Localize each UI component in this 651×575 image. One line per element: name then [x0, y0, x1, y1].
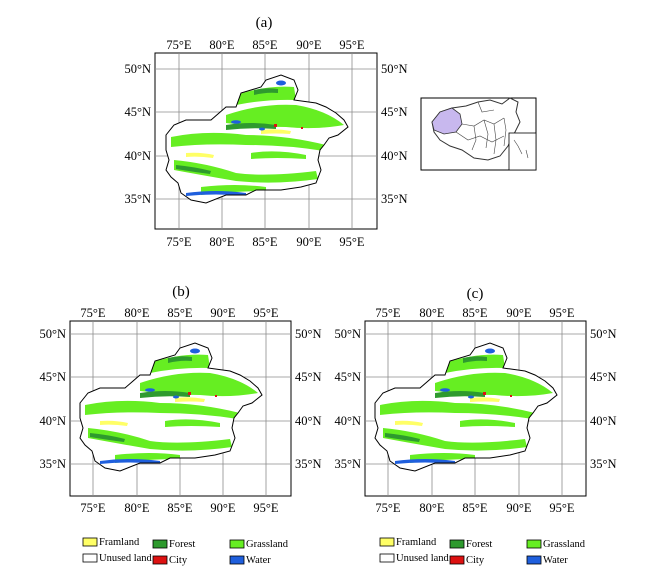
panel-b-lon-tick-top: 75°E: [80, 306, 105, 320]
panel-a-lat-tick-right: 40°N: [381, 149, 408, 163]
panel-c-lat-tick-left: 50°N: [334, 327, 361, 341]
legend-label-farmland: Framland: [99, 537, 140, 548]
panel-c-lon-tick-top: 80°E: [419, 306, 444, 320]
legend-label-forest: Forest: [466, 539, 492, 550]
panel-a: (a) 75°E 80°E 85°E 90°E 95°E 75°E 80°E: [124, 15, 537, 249]
legend-swatch-grassland: [229, 539, 245, 549]
panel-a-lat-tick-right: 50°N: [381, 62, 408, 76]
panel-c-lat-tick-left: 45°N: [334, 370, 361, 384]
panel-c: (c) 75°E 80°E 85°E 90°E 95°E 75°E 80°E: [334, 286, 616, 515]
panel-b-lat-tick-right: 40°N: [295, 414, 322, 428]
panel-c-lat-tick-left: 40°N: [334, 414, 361, 428]
legend-label-forest: Forest: [169, 539, 195, 550]
panel-c-lon-tick-bottom: 75°E: [375, 501, 400, 515]
panel-b-lon-tick-top: 90°E: [210, 306, 235, 320]
panel-b-lon-tick-top: 80°E: [124, 306, 149, 320]
panel-b-lat-tick-right: 45°N: [295, 370, 322, 384]
legend-label-city: City: [466, 555, 485, 566]
panel-c-lon-tick-top: 95°E: [549, 306, 574, 320]
panel-b-lat-tick-right: 50°N: [295, 327, 322, 341]
legend-label-farmland: Framland: [396, 537, 437, 548]
legend-swatch-city: [449, 555, 465, 565]
panel-b: (b) 75°E 80°E 85°E 90°E 95°E 75°E 80°E: [39, 284, 321, 515]
legend-label-city: City: [169, 555, 188, 566]
legend-swatch-forest: [152, 539, 168, 549]
south-china-sea-inset: [508, 132, 537, 171]
panel-b-lat-tick-left: 40°N: [39, 414, 66, 428]
legend-swatch-grassland: [526, 539, 542, 549]
panel-a-lon-tick-top: 80°E: [209, 38, 234, 52]
panel-c-lat-tick-right: 40°N: [590, 414, 617, 428]
panel-a-label: (a): [256, 15, 273, 31]
panel-a-lat-tick-left: 45°N: [124, 105, 151, 119]
legend-c: Framland Forest Grassland Unused land Ci…: [379, 537, 586, 566]
panel-a-lat-tick-right: 45°N: [381, 105, 408, 119]
legend-label-grassland: Grassland: [246, 539, 289, 550]
panel-b-lon-tick-bottom: 80°E: [124, 501, 149, 515]
panel-c-lat-tick-right: 35°N: [590, 457, 617, 471]
panel-c-lon-tick-bottom: 85°E: [462, 501, 487, 515]
legend-b: Framland Forest Grassland Unused land Ci…: [82, 537, 289, 566]
legend-swatch-unused-land: [82, 553, 98, 563]
legend-swatch-forest: [449, 539, 465, 549]
panel-c-lat-tick-right: 50°N: [590, 327, 617, 341]
panel-c-lon-tick-top: 75°E: [375, 306, 400, 320]
panel-c-lon-tick-bottom: 80°E: [419, 501, 444, 515]
panel-b-lon-tick-top: 95°E: [253, 306, 278, 320]
panel-c-lon-tick-bottom: 95°E: [549, 501, 574, 515]
panel-a-lat-tick-right: 35°N: [381, 192, 408, 206]
panel-a-lon-tick-top: 85°E: [252, 38, 277, 52]
panel-a-lon-tick-top: 75°E: [166, 38, 191, 52]
panel-a-lon-tick-bottom: 75°E: [166, 235, 191, 249]
panel-b-lon-tick-top: 85°E: [167, 306, 192, 320]
panel-a-lat-tick-left: 40°N: [124, 149, 151, 163]
panel-b-lat-tick-left: 50°N: [39, 327, 66, 341]
legend-swatch-water: [229, 555, 245, 565]
panel-a-lon-tick-top: 95°E: [339, 38, 364, 52]
panel-a-lon-tick-bottom: 90°E: [296, 235, 321, 249]
panel-b-lon-tick-bottom: 85°E: [167, 501, 192, 515]
panel-a-lat-tick-left: 35°N: [124, 192, 151, 206]
legend-swatch-farmland: [379, 537, 395, 547]
panel-c-lat-tick-left: 35°N: [334, 457, 361, 471]
panel-a-lon-tick-top: 90°E: [296, 38, 321, 52]
legend-label-water: Water: [543, 555, 568, 566]
legend-label-water: Water: [246, 555, 271, 566]
panel-b-lat-tick-left: 35°N: [39, 457, 66, 471]
legend-label-unused-land: Unused land: [396, 553, 450, 564]
legend-swatch-unused-land: [379, 553, 395, 563]
panel-a-lon-tick-bottom: 85°E: [252, 235, 277, 249]
panel-b-lon-tick-bottom: 95°E: [253, 501, 278, 515]
panel-b-lon-tick-bottom: 75°E: [80, 501, 105, 515]
panel-c-lon-tick-top: 85°E: [462, 306, 487, 320]
panel-a-lon-tick-bottom: 95°E: [339, 235, 364, 249]
panel-b-lon-tick-bottom: 90°E: [210, 501, 235, 515]
panel-c-lat-tick-right: 45°N: [590, 370, 617, 384]
panel-a-lon-tick-bottom: 80°E: [209, 235, 234, 249]
china-inset-map: [420, 97, 537, 171]
legend-swatch-farmland: [82, 537, 98, 547]
legend-label-grassland: Grassland: [543, 539, 586, 550]
panel-c-lon-tick-top: 90°E: [506, 306, 531, 320]
panel-c-lon-tick-bottom: 90°E: [506, 501, 531, 515]
panel-b-label: (b): [172, 284, 190, 300]
legend-label-unused-land: Unused land: [99, 553, 153, 564]
panel-c-label: (c): [467, 286, 484, 302]
panel-b-lat-tick-left: 45°N: [39, 370, 66, 384]
panel-a-lat-tick-left: 50°N: [124, 62, 151, 76]
legend-swatch-city: [152, 555, 168, 565]
panel-b-lat-tick-right: 35°N: [295, 457, 322, 471]
legend-swatch-water: [526, 555, 542, 565]
